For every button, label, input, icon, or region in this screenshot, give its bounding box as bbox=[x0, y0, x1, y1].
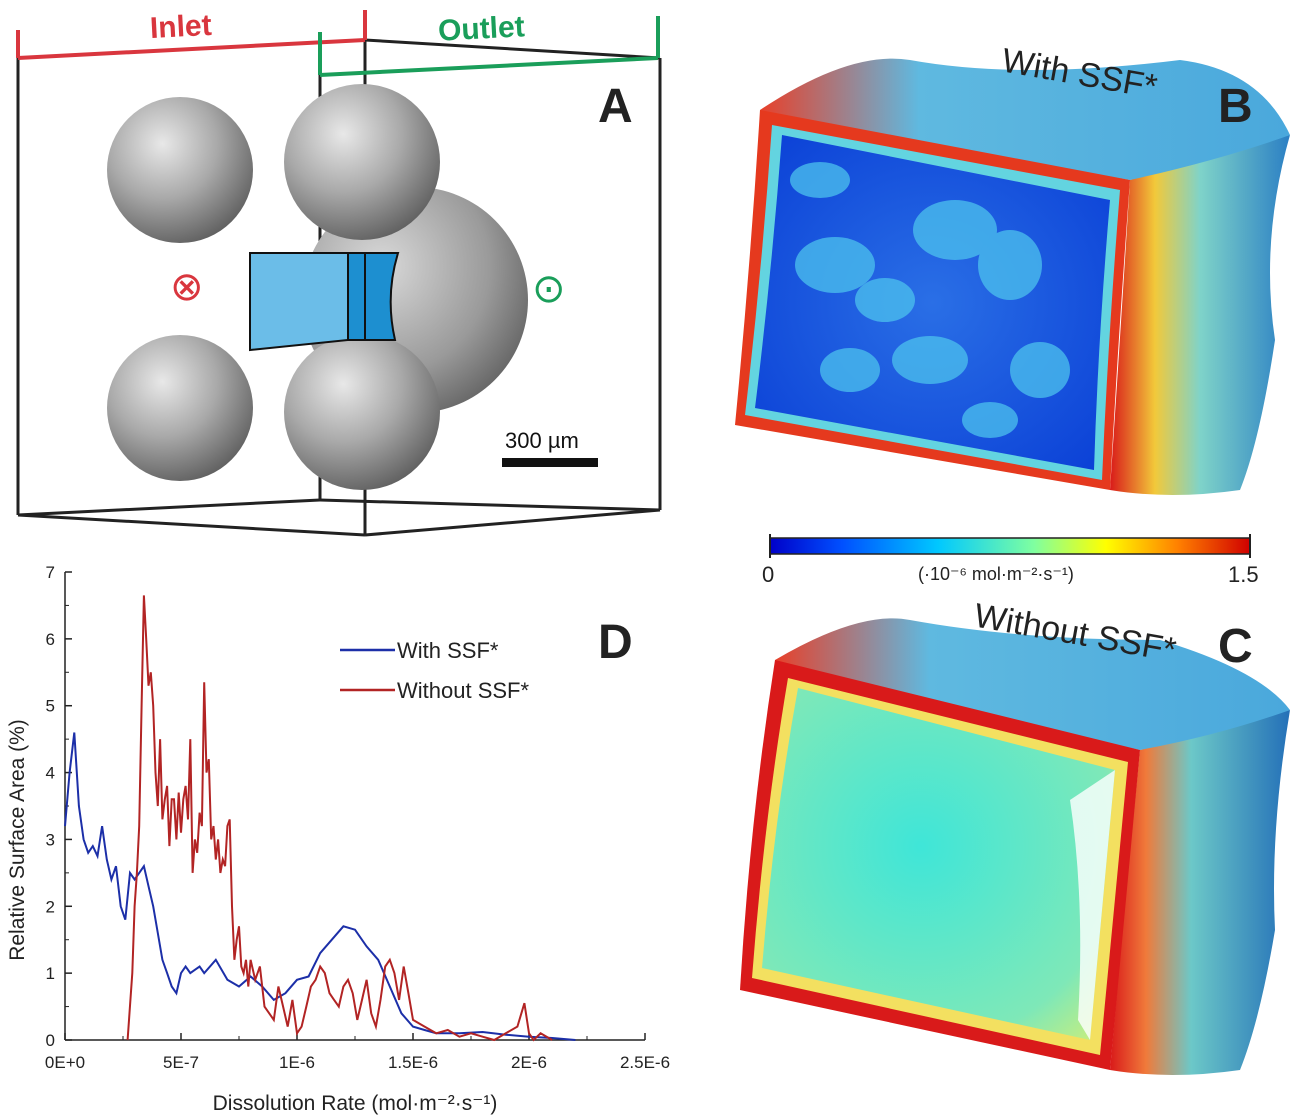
x-tick-label: 1E-6 bbox=[279, 1053, 315, 1072]
sphere-top-right bbox=[284, 84, 440, 240]
sphere-bottom-right bbox=[284, 334, 440, 490]
outlet-bracket bbox=[318, 16, 660, 77]
x-axis-label: Dissolution Rate (mol·m⁻²·s⁻¹) bbox=[213, 1092, 498, 1115]
panel-c-render: Without SSF* C bbox=[700, 597, 1296, 1100]
edge-highlight bbox=[1070, 770, 1115, 1040]
colorbar-unit: (·10⁻⁶ mol·m⁻²·s⁻¹) bbox=[918, 564, 1074, 584]
x-tick-label: 2E-6 bbox=[511, 1053, 547, 1072]
x-tick-label: 1.5E-6 bbox=[388, 1053, 438, 1072]
outlet-label: Outlet bbox=[437, 10, 525, 47]
colorbar: 0 1.5 (·10⁻⁶ mol·m⁻²·s⁻¹) bbox=[700, 520, 1296, 600]
crystal-front-face bbox=[762, 688, 1115, 1040]
colorbar-max: 1.5 bbox=[1228, 562, 1259, 587]
panel-b-svg: With SSF* B bbox=[735, 41, 1290, 495]
inlet-flow-icon: ⊗ bbox=[170, 265, 204, 309]
panel-d-letter: D bbox=[598, 616, 633, 669]
y-tick-label: 4 bbox=[46, 764, 55, 783]
scale-bar-label: 300 µm bbox=[505, 428, 579, 453]
colorbar-svg: 0 1.5 (·10⁻⁶ mol·m⁻²·s⁻¹) bbox=[762, 534, 1259, 587]
panel-c-letter: C bbox=[1218, 620, 1253, 673]
y-tick-label: 2 bbox=[46, 897, 55, 916]
x-tick-label: 0E+0 bbox=[45, 1053, 85, 1072]
y-tick-label: 3 bbox=[46, 830, 55, 849]
y-tick-label: 0 bbox=[46, 1031, 55, 1050]
legend-label: With SSF* bbox=[397, 638, 499, 663]
x-tick-label: 2.5E-6 bbox=[620, 1053, 670, 1072]
crystal-side-face bbox=[1110, 135, 1290, 495]
series-line-2 bbox=[126, 595, 553, 1042]
outlet-flow-icon: ⊙ bbox=[532, 267, 566, 311]
surface-patches bbox=[790, 162, 1070, 438]
panel-a-geometry: Inlet Outlet ⊗ ⊙ 300 µm A bbox=[0, 0, 680, 540]
inlet-label: Inlet bbox=[149, 9, 212, 45]
panel-a-letter: A bbox=[598, 80, 633, 133]
panel-d-chart: 0 1 2 3 4 5 6 7 0E+0 5E-7 1E-6 1.5E-6 2E-6 2.5E-6 Wit… bbox=[0, 540, 680, 1115]
sphere-bottom-left bbox=[107, 335, 253, 481]
panel-b-render: With SSF* B bbox=[700, 40, 1296, 520]
chart-series bbox=[64, 595, 576, 1042]
sphere-top-left bbox=[107, 97, 253, 243]
panel-c-svg: Without SSF* C bbox=[740, 597, 1290, 1075]
chart-axes: 0 1 2 3 4 5 6 7 0E+0 5E-7 1E-6 1.5E-6 2E-6 2.5E-6 bbox=[45, 563, 670, 1072]
crystal-side bbox=[347, 252, 400, 341]
y-tick-label: 1 bbox=[46, 964, 55, 983]
panel-a-svg: Inlet Outlet ⊗ ⊙ 300 µm A bbox=[16, 9, 662, 537]
x-tick-label: 5E-7 bbox=[163, 1053, 199, 1072]
crystal-front bbox=[249, 252, 349, 352]
y-tick-label: 6 bbox=[46, 630, 55, 649]
series-line-1 bbox=[64, 732, 576, 1041]
scale-bar bbox=[502, 458, 598, 467]
colorbar-min: 0 bbox=[762, 562, 774, 587]
inlet-bracket bbox=[16, 10, 367, 60]
crystal-top-face bbox=[775, 618, 1290, 750]
legend-label: Without SSF* bbox=[397, 678, 529, 703]
dissolution-chart: 0 1 2 3 4 5 6 7 0E+0 5E-7 1E-6 1.5E-6 2E-6 2.5E-6 Wit… bbox=[6, 563, 670, 1115]
y-axis-label: Relative Surface Area (%) bbox=[6, 719, 29, 961]
y-tick-label: 7 bbox=[46, 563, 55, 582]
chart-legend: With SSF* Without SSF* bbox=[340, 638, 529, 703]
y-tick-label: 5 bbox=[46, 697, 55, 716]
colorbar-gradient bbox=[769, 537, 1251, 555]
crystal-side-face bbox=[1110, 710, 1290, 1075]
crystal-top-face bbox=[760, 58, 1290, 180]
panel-b-letter: B bbox=[1218, 80, 1253, 133]
